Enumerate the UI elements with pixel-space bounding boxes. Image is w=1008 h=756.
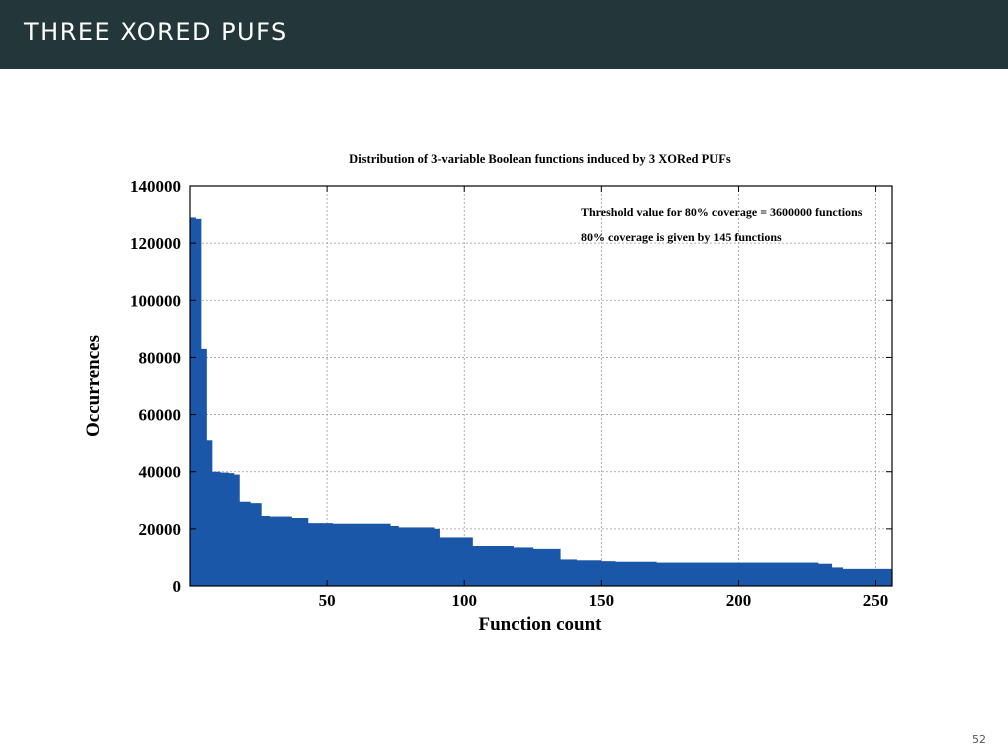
plot-frame: [189, 185, 893, 587]
bars: [190, 217, 893, 586]
bar: [195, 218, 202, 586]
bar: [513, 547, 534, 586]
bar: [532, 548, 561, 586]
y-tick-label: 100000: [130, 291, 181, 310]
bar: [307, 523, 333, 586]
bar: [190, 217, 196, 586]
bar: [250, 503, 262, 586]
bar: [200, 348, 207, 586]
x-tick-label: 100: [451, 591, 477, 610]
x-tick-label: 50: [319, 591, 336, 610]
bar: [831, 567, 844, 586]
y-tick-label: 80000: [139, 348, 182, 367]
bar: [220, 472, 229, 586]
bar: [615, 561, 657, 586]
bar: [576, 560, 602, 586]
bar: [656, 562, 819, 586]
bar: [472, 546, 514, 586]
x-axis-label: Function count: [479, 614, 603, 635]
bar: [269, 516, 292, 586]
x-tick-label: 200: [726, 591, 752, 610]
page-number: 52: [972, 733, 986, 746]
y-axis-label: Occurrences: [83, 335, 104, 437]
gridlines: [190, 186, 892, 586]
bar: [291, 518, 309, 586]
bar: [560, 559, 578, 586]
bar: [842, 568, 893, 586]
bar: [206, 440, 213, 586]
x-tick-label: 250: [863, 591, 889, 610]
slide-title: THREE XORED PUFS: [24, 18, 288, 46]
bar: [817, 563, 833, 586]
bar: [239, 501, 251, 586]
bar: [228, 473, 235, 586]
y-tick-label: 40000: [139, 463, 182, 482]
plot-border: [189, 185, 893, 587]
y-tick-label: 140000: [130, 177, 181, 196]
x-tick-label: 150: [589, 591, 615, 610]
bar: [211, 471, 221, 586]
bar: [233, 474, 240, 586]
annotation-threshold: Threshold value for 80% coverage = 36000…: [581, 205, 863, 219]
y-tick-label: 20000: [139, 520, 182, 539]
annotation-coverage: 80% coverage is given by 145 functions: [581, 230, 782, 244]
bar: [332, 523, 391, 586]
slide-header: THREE XORED PUFS: [0, 0, 1008, 69]
bar: [434, 528, 440, 586]
bar: [390, 526, 399, 586]
y-tick-label: 0: [173, 577, 182, 596]
bar: [601, 561, 616, 586]
y-tick-label: 60000: [139, 406, 182, 425]
y-tick-label: 120000: [130, 234, 181, 253]
y-axis-ticks: 0 20000 40000 60000 80000 100000 120000 140000: [130, 177, 892, 596]
bar: [398, 527, 435, 586]
x-axis-ticks: 50 100 150 200 250: [319, 186, 889, 610]
bar: [261, 516, 270, 586]
chart-title: Distribution of 3-variable Boolean funct…: [349, 152, 731, 166]
bar: [439, 537, 473, 586]
